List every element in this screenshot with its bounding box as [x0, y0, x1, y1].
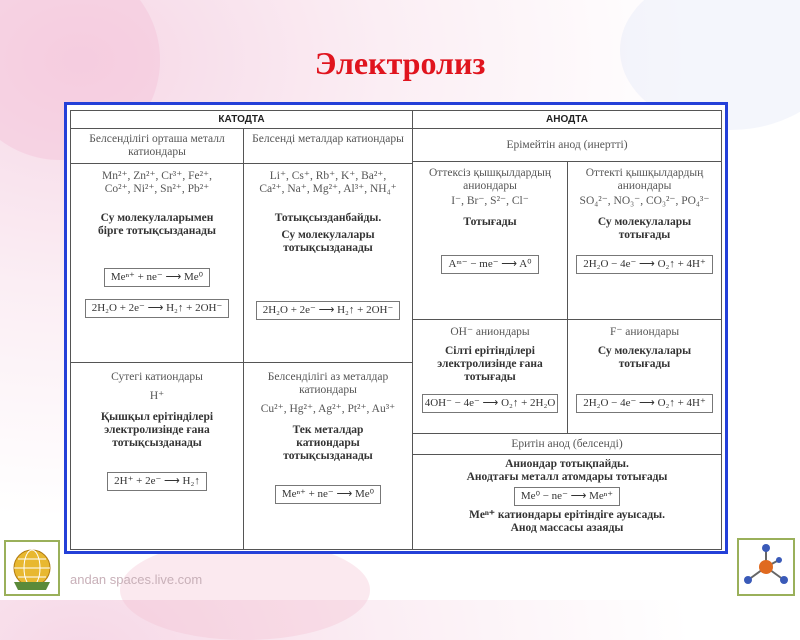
title: Оттекті қышқылдардың аниондары [585, 167, 704, 192]
equation: 2H₂O + 2e⁻ ⟶ H₂↑ + 2OH⁻ [255, 301, 401, 320]
ions: SO₄²⁻, NO₃⁻, CO₃²⁻, PO₄³⁻ [579, 195, 710, 207]
page-title: Электролиз [314, 45, 486, 81]
ions: Co²⁺, Ni²⁺, Sn²⁺, Pb²⁺ [104, 183, 210, 195]
ions: Cu²⁺, Hg²⁺, Ag²⁺, Pt²⁺, Au³⁺ [260, 403, 396, 415]
note: Анодтағы металл атомдары тотығады [466, 471, 668, 483]
title: Оттексіз қышқылдардың аниондары [429, 167, 551, 192]
equation: Meⁿ⁺ + ne⁻ ⟶ Me⁰ [103, 268, 211, 287]
note: Аниондар тотықпайды. [505, 458, 629, 470]
note: Су молекулалары тотығады [597, 345, 692, 370]
ions: Mn²⁺, Zn²⁺, Cr³⁺, Fe²⁺, [102, 170, 212, 182]
note: Су молекулаларымен бірге тотықсызданады [98, 212, 216, 237]
cathode-col4: Белсенділігі аз металдар катиондары Cu²⁺… [243, 362, 413, 550]
note: Қышқыл ерітінділері электролизінде ғана … [100, 411, 214, 449]
note: Су молекулалары тотығады [597, 216, 692, 241]
anode-a3: OH⁻ аниондары Сілті ерітінділері электро… [412, 319, 568, 434]
ions: H⁺ [149, 390, 165, 402]
equation: Aᵐ⁻ − me⁻ ⟶ A⁰ [441, 255, 539, 274]
equation: 2H₂O − 4e⁻ ⟶ O₂↑ + 4H⁺ [576, 394, 713, 413]
electrolysis-table: КАТОДТА Белсенділігі орташа металл катио… [64, 102, 728, 554]
note: Meⁿ⁺ катиондары ерітіндіге ауысады. [468, 509, 666, 521]
cathode-col1: Mn²⁺, Zn²⁺, Cr³⁺, Fe²⁺, Co²⁺, Ni²⁺, Sn²⁺… [70, 163, 244, 363]
anode-a1: Оттексіз қышқылдардың аниондары I⁻, Br⁻,… [412, 161, 568, 320]
globe-logo-icon [4, 540, 60, 596]
active-anode-header: Еритін анод (белсенді) [412, 433, 722, 455]
note: Сілті ерітінділері электролизінде ғана т… [437, 345, 543, 383]
ions: I⁻, Br⁻, S²⁻, Cl⁻ [451, 195, 529, 207]
title: Белсенділігі аз металдар катиондары [267, 371, 389, 396]
table-body: КАТОДТА Белсенділігі орташа металл катио… [70, 110, 722, 550]
anode-a2: Оттекті қышқылдардың аниондары SO₄²⁻, NO… [567, 161, 722, 320]
cathode-col2-title: Белсенді металдар катиондары [243, 128, 413, 164]
note: Тотықсызданбайды. [274, 212, 382, 224]
note: Анод массасы азаяды [510, 522, 624, 534]
inert-anode-header: Ерімейтін анод (инертті) [412, 128, 722, 162]
equation: 4OH⁻ − 4e⁻ ⟶ O₂↑ + 2H₂O [421, 394, 559, 413]
anode-header: АНОДТА [412, 110, 722, 129]
title: F⁻ аниондары [609, 326, 680, 338]
title: OH⁻ аниондары [450, 326, 530, 338]
background-decoration [120, 540, 370, 640]
note: Су молекулалары тотықсызданады [281, 229, 375, 254]
cathode-col3: Сутегі катиондары H⁺ Қышқыл ерітінділері… [70, 362, 244, 550]
equation: 2H₂O + 2e⁻ ⟶ H₂↑ + 2OH⁻ [84, 299, 230, 318]
title: Сутегі катиондары [111, 371, 203, 383]
ions: Ca²⁺, Na⁺, Mg²⁺, Al³⁺, NH₄⁺ [259, 183, 397, 195]
molecule-icon [737, 538, 795, 596]
equation: Me⁰ − ne⁻ ⟶ Meⁿ⁺ [513, 487, 621, 506]
cathode-col1-title: Белсенділігі орташа металл катиондары [70, 128, 244, 164]
watermark: andan spaces.live.com [70, 572, 203, 587]
cathode-header: КАТОДТА [70, 110, 413, 129]
ions: Li⁺, Cs⁺, Rb⁺, K⁺, Ba²⁺, [269, 170, 387, 182]
cathode-col2: Li⁺, Cs⁺, Rb⁺, K⁺, Ba²⁺, Ca²⁺, Na⁺, Mg²⁺… [243, 163, 413, 363]
note: Тек металдар катиондары тотықсызданады [283, 424, 373, 462]
equation: Meⁿ⁺ + ne⁻ ⟶ Me⁰ [274, 485, 382, 504]
equation: 2H₂O − 4e⁻ ⟶ O₂↑ + 4H⁺ [576, 255, 713, 274]
equation: 2H⁺ + 2e⁻ ⟶ H₂↑ [107, 472, 207, 491]
note: Тотығады [463, 216, 517, 228]
anode-a4: F⁻ аниондары Су молекулалары тотығады 2H… [567, 319, 722, 434]
active-anode-cell: Аниондар тотықпайды. Анодтағы металл ато… [412, 454, 722, 550]
